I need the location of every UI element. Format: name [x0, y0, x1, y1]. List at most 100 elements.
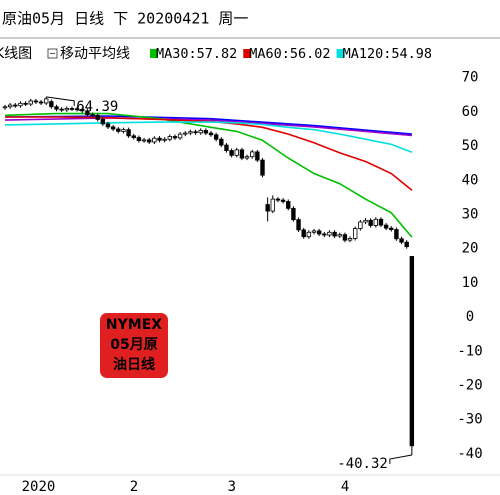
legend-swatch	[336, 49, 345, 58]
y-tick-label: -10	[457, 343, 482, 359]
annotation: 64.39	[76, 99, 118, 115]
candle-body	[13, 104, 18, 107]
candle-body	[286, 201, 291, 209]
legend-swatch	[150, 49, 158, 58]
candle-body	[213, 134, 219, 140]
candle-body	[23, 102, 28, 105]
candle-body	[368, 219, 373, 226]
candle-body	[378, 218, 384, 226]
candle-body	[126, 129, 131, 137]
ma-label: 移动平均线	[60, 46, 130, 62]
candle-body	[358, 221, 363, 229]
candle-body	[80, 109, 85, 112]
candle-body	[347, 238, 353, 241]
y-tick-label: 70	[462, 70, 479, 86]
y-tick-label: 60	[462, 104, 479, 120]
candle-body	[394, 229, 399, 240]
ma-line	[4, 117, 412, 137]
candle-body	[100, 119, 106, 125]
candle-body	[311, 230, 317, 233]
candle-body	[275, 198, 281, 201]
y-tick-label: 50	[462, 138, 479, 154]
y-tick-label: 30	[462, 206, 479, 222]
ma-line	[4, 112, 413, 238]
candle-body	[136, 137, 142, 142]
badge-text: 油日线	[113, 356, 155, 373]
candle-body	[64, 108, 69, 111]
candle-body	[404, 241, 409, 248]
candle-body	[131, 135, 136, 138]
candle-body	[172, 136, 178, 139]
y-tick-label: 20	[462, 241, 479, 257]
candle-body	[322, 233, 327, 236]
candle-body	[95, 114, 100, 120]
candle-body	[28, 100, 33, 105]
candle-body	[219, 138, 224, 146]
candle-body	[342, 234, 348, 241]
candle-body	[332, 231, 337, 237]
candle-body	[116, 128, 121, 132]
y-tick-label: -40	[457, 446, 482, 462]
candle-body	[399, 238, 404, 243]
candle-body	[54, 106, 59, 110]
y-tick-label: 10	[462, 275, 479, 291]
collapse-icon[interactable]	[47, 48, 58, 59]
candle-body	[146, 139, 152, 143]
candle-body	[409, 256, 415, 447]
annotation-leader	[46, 96, 75, 106]
candle-body	[239, 149, 245, 159]
candle-body	[38, 101, 44, 104]
legend-swatch	[243, 49, 252, 58]
candle-body	[306, 231, 312, 238]
x-tick-label: 2	[130, 479, 138, 495]
candle-body	[167, 136, 172, 140]
candle-body	[90, 114, 95, 117]
candle-body	[69, 108, 75, 110]
candle-body	[327, 231, 332, 236]
legend-label: MA60:56.02	[249, 46, 330, 62]
badge-box	[100, 313, 168, 378]
header-title: 原油05月 日线 下 20200421 周一	[2, 10, 248, 28]
candle-body	[234, 149, 239, 156]
badge-text: NYMEX	[106, 317, 162, 333]
candle-body	[352, 228, 358, 239]
candle-body	[265, 204, 270, 212]
ma-line	[4, 115, 412, 135]
candle-body	[59, 108, 64, 111]
candle-body	[183, 132, 188, 135]
candle-body	[229, 150, 234, 156]
candle-body	[193, 131, 198, 134]
candle-body	[363, 219, 368, 223]
badge-text: 05月原	[110, 337, 157, 353]
candle-body	[198, 129, 203, 134]
chart-label: K线图	[0, 46, 32, 62]
candle-body	[224, 144, 229, 151]
candle-body	[301, 229, 306, 238]
candle-body	[188, 131, 193, 134]
candle-body	[260, 159, 265, 176]
candle-body	[152, 137, 157, 143]
candle-body	[337, 234, 342, 237]
annotation: -40.32	[337, 456, 388, 472]
candle-body	[44, 98, 49, 104]
candle-body	[373, 218, 378, 226]
candle-body	[74, 108, 80, 111]
y-tick-label: -30	[457, 412, 482, 428]
annotation-leader	[389, 454, 412, 465]
candle-body	[270, 198, 275, 212]
candle-body	[203, 129, 209, 134]
candle-body	[255, 151, 260, 161]
y-tick-label: 40	[462, 172, 479, 188]
x-tick-label: 3	[228, 479, 236, 495]
candle-body	[389, 227, 394, 230]
ma-line	[5, 116, 413, 191]
candle-body	[141, 139, 147, 142]
candle-body	[296, 219, 301, 231]
candle-body	[2, 106, 8, 109]
candle-body	[316, 230, 322, 235]
candle-body	[33, 100, 39, 103]
y-tick-label: -20	[457, 378, 482, 394]
